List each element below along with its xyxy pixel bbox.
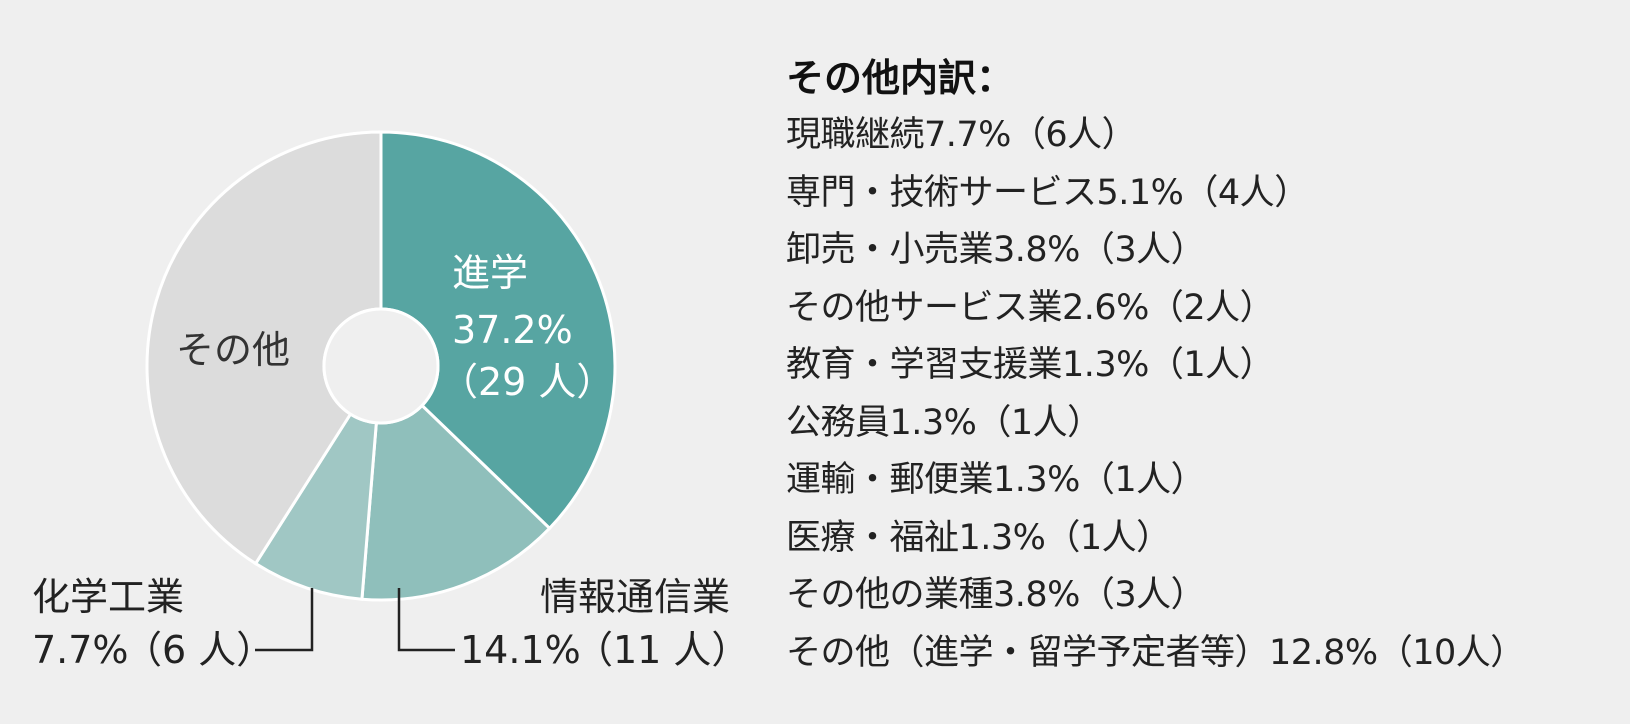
breakdown-panel: その他内訳： 現職継続7.7%（6人） 専門・技術サービス5.1%（4人） 卸売… [786, 50, 1616, 682]
outside-label-joho: 情報通信業 [540, 575, 730, 619]
breakdown-item: 卸売・小売業3.8%（3人） [786, 230, 1206, 270]
breakdown-item: その他サービス業2.6%（2人） [786, 287, 1275, 328]
outside-count-kagaku: （6 人） [124, 628, 274, 672]
slice-pct-shingaku: 37.2% [452, 308, 573, 352]
breakdown-item: 現職継続7.7%（6人） [786, 115, 1137, 155]
breakdown-list: 現職継続7.7%（6人） 専門・技術サービス5.1%（4人） 卸売・小売業3.8… [786, 107, 1616, 682]
breakdown-item: 公務員1.3%（1人） [786, 402, 1102, 443]
slice-label-sonota: その他 [176, 328, 290, 372]
breakdown-title: その他内訳： [786, 56, 1015, 100]
breakdown-item: その他の業種3.8%（3人） [786, 575, 1206, 615]
breakdown-item: 専門・技術サービス5.1%（4人） [786, 172, 1309, 213]
breakdown-item: その他（進学・留学予定者等）12.8%（10人） [786, 632, 1525, 673]
donut-hole [322, 307, 440, 425]
leader-line-kagaku [255, 588, 314, 652]
outside-pct-kagaku: 7.7% [32, 628, 129, 672]
slice-count-shingaku: （29 人） [440, 360, 614, 404]
outside-label-kagaku: 化学工業 [32, 575, 184, 619]
outside-pct-joho: 14.1% [460, 628, 581, 672]
slice-label-shingaku: 進学 [452, 251, 528, 295]
outside-count-joho: （11 人） [575, 628, 749, 672]
breakdown-item: 教育・学習支援業1.3%（1人） [786, 345, 1275, 385]
leader-line-joho [397, 588, 455, 652]
breakdown-item: 医療・福祉1.3%（1人） [786, 517, 1171, 558]
donut-slices [145, 130, 617, 602]
breakdown-item: 運輸・郵便業1.3%（1人） [786, 460, 1206, 500]
